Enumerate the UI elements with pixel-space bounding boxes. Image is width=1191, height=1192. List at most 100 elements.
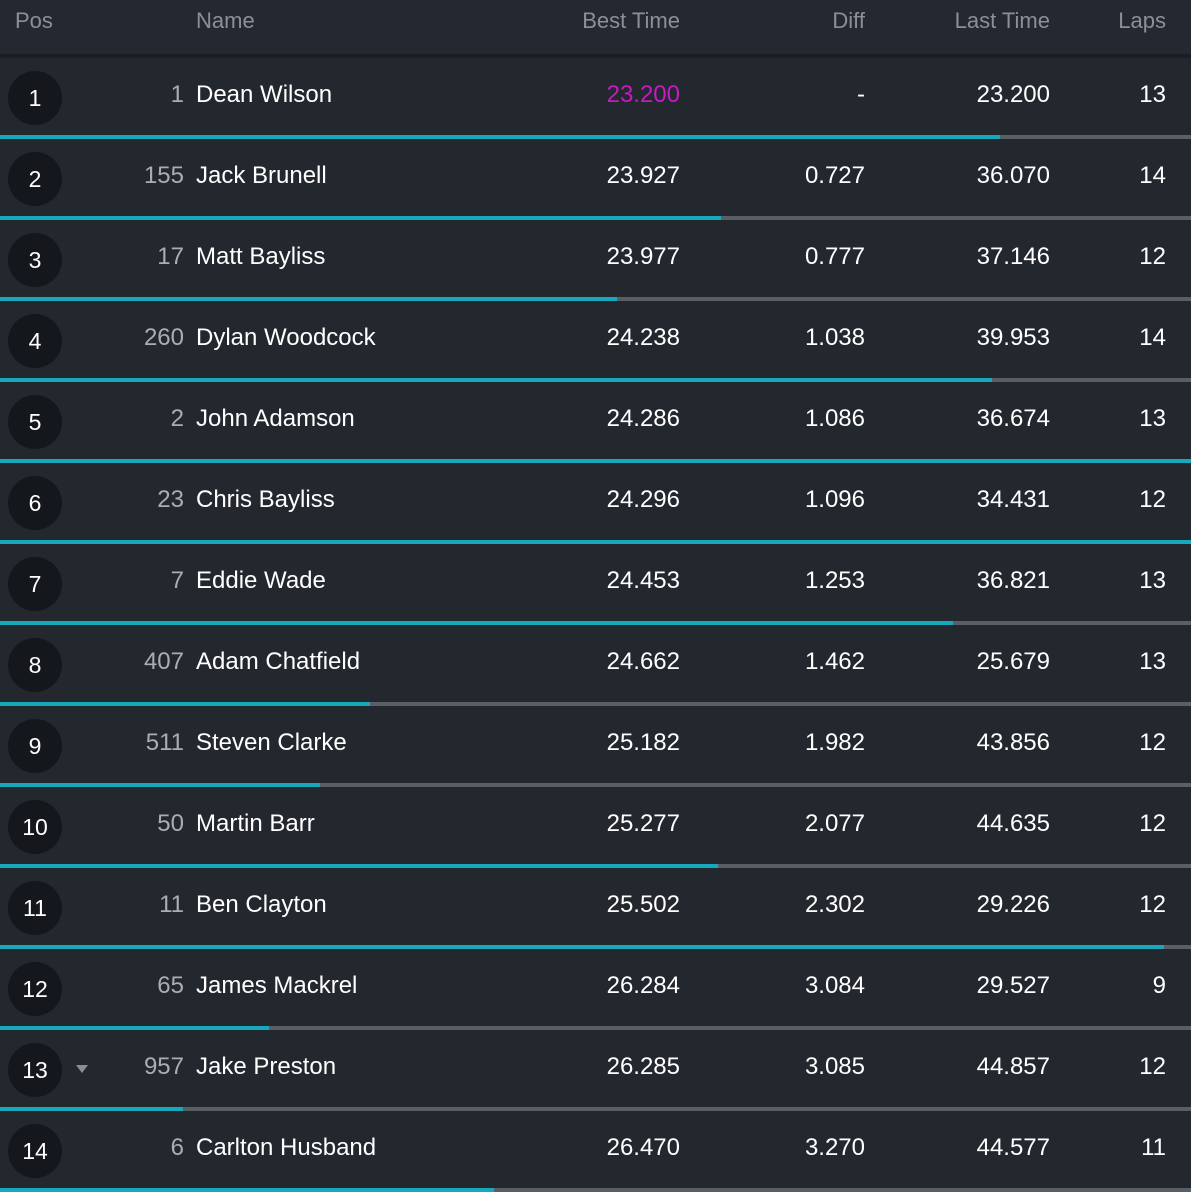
- position-badge: 8: [8, 638, 62, 692]
- position-badge: 6: [8, 476, 62, 530]
- last-time: 29.226: [976, 891, 1050, 918]
- lap-progress-bar: [0, 621, 1191, 625]
- lap-progress-bar: [0, 297, 1191, 301]
- header-last-time[interactable]: Last Time: [954, 8, 1050, 33]
- last-time: 44.577: [976, 1134, 1050, 1161]
- best-time: 26.285: [606, 1053, 680, 1080]
- best-time: 23.927: [606, 162, 680, 189]
- table-row[interactable]: 5 2 John Adamson 24.286 1.086 36.674 13: [0, 382, 1191, 463]
- lap-progress-bar: [0, 864, 1191, 868]
- laps-count: 13: [1139, 405, 1166, 432]
- header-diff[interactable]: Diff: [832, 8, 865, 33]
- lap-progress-fill: [0, 1026, 270, 1030]
- last-time: 44.635: [976, 810, 1050, 837]
- diff-time: 3.084: [804, 972, 865, 999]
- laps-count: 13: [1139, 81, 1166, 108]
- table-row[interactable]: 7 7 Eddie Wade 24.453 1.253 36.821 13: [0, 544, 1191, 625]
- diff-time: 0.727: [804, 162, 865, 189]
- kart-number: 7: [170, 567, 184, 594]
- last-time: 25.679: [976, 648, 1050, 675]
- header-name[interactable]: Name: [196, 8, 255, 33]
- position-badge: 1: [8, 71, 62, 125]
- position-badge: 7: [8, 557, 62, 611]
- lap-progress-fill: [0, 135, 1001, 139]
- header-pos[interactable]: Pos: [15, 8, 53, 33]
- last-time: 36.821: [976, 567, 1050, 594]
- lap-progress-fill: [0, 621, 953, 625]
- best-time: 23.200: [606, 81, 680, 108]
- driver-name: Jack Brunell: [196, 162, 327, 189]
- lap-progress-fill: [0, 216, 721, 220]
- driver-name: Dylan Woodcock: [196, 324, 376, 351]
- diff-time: 1.462: [804, 648, 865, 675]
- table-row[interactable]: 4 260 Dylan Woodcock 24.238 1.038 39.953 14: [0, 301, 1191, 382]
- best-time: 26.470: [606, 1134, 680, 1161]
- laps-count: 13: [1139, 567, 1166, 594]
- position-badge: 4: [8, 314, 62, 368]
- laps-count: 12: [1139, 810, 1166, 837]
- kart-number: 407: [143, 648, 184, 675]
- lap-progress-fill: [0, 1188, 495, 1192]
- diff-time: 0.777: [804, 243, 865, 270]
- best-time: 24.238: [606, 324, 680, 351]
- diff-time: 1.086: [804, 405, 865, 432]
- lap-progress-bar: [0, 135, 1191, 139]
- diff-time: 1.982: [804, 729, 865, 756]
- diff-time: 2.077: [804, 810, 865, 837]
- position-badge: 11: [8, 881, 62, 935]
- lap-progress-bar: [0, 459, 1191, 463]
- lap-progress-fill: [0, 864, 719, 868]
- table-row[interactable]: 13 957 Jake Preston 26.285 3.085 44.857 12: [0, 1030, 1191, 1111]
- kart-number: 50: [157, 810, 184, 837]
- table-row[interactable]: 11 11 Ben Clayton 25.502 2.302 29.226 12: [0, 868, 1191, 949]
- table-row[interactable]: 10 50 Martin Barr 25.277 2.077 44.635 12: [0, 787, 1191, 868]
- last-time: 34.431: [976, 486, 1050, 513]
- table-row[interactable]: 14 6 Carlton Husband 26.470 3.270 44.577 11: [0, 1111, 1191, 1192]
- diff-time: -: [857, 81, 865, 108]
- position-badge: 13: [8, 1043, 62, 1097]
- position-badge: 5: [8, 395, 62, 449]
- laps-count: 12: [1139, 729, 1166, 756]
- last-time: 23.200: [976, 81, 1050, 108]
- lap-progress-bar: [0, 540, 1191, 544]
- header-best-time[interactable]: Best Time: [582, 8, 680, 33]
- best-time: 24.286: [606, 405, 680, 432]
- last-time: 29.527: [976, 972, 1050, 999]
- table-row[interactable]: 8 407 Adam Chatfield 24.662 1.462 25.679 13: [0, 625, 1191, 706]
- lap-progress-fill: [0, 297, 617, 301]
- best-time: 25.277: [606, 810, 680, 837]
- table-row[interactable]: 12 65 James Mackrel 26.284 3.084 29.527 9: [0, 949, 1191, 1030]
- kart-number: 957: [143, 1053, 184, 1080]
- kart-number: 6: [170, 1134, 184, 1161]
- table-row[interactable]: 1 1 Dean Wilson 23.200 - 23.200 13: [0, 58, 1191, 139]
- best-time: 24.296: [606, 486, 680, 513]
- table-row[interactable]: 6 23 Chris Bayliss 24.296 1.096 34.431 12: [0, 463, 1191, 544]
- last-time: 39.953: [976, 324, 1050, 351]
- driver-name: Ben Clayton: [196, 891, 327, 918]
- diff-time: 2.302: [804, 891, 865, 918]
- driver-name: Chris Bayliss: [196, 486, 335, 513]
- last-time: 36.070: [976, 162, 1050, 189]
- lap-progress-bar: [0, 783, 1191, 787]
- diff-time: 3.085: [804, 1053, 865, 1080]
- kart-number: 11: [159, 891, 184, 918]
- position-badge: 2: [8, 152, 62, 206]
- laps-count: 11: [1141, 1134, 1166, 1161]
- table-row[interactable]: 3 17 Matt Bayliss 23.977 0.777 37.146 12: [0, 220, 1191, 301]
- table-row[interactable]: 2 155 Jack Brunell 23.927 0.727 36.070 14: [0, 139, 1191, 220]
- table-row[interactable]: 9 511 Steven Clarke 25.182 1.982 43.856 12: [0, 706, 1191, 787]
- kart-number: 17: [157, 243, 184, 270]
- last-time: 44.857: [976, 1053, 1050, 1080]
- header-laps[interactable]: Laps: [1118, 8, 1166, 33]
- best-time: 24.453: [606, 567, 680, 594]
- laps-count: 9: [1152, 972, 1166, 999]
- driver-name: Matt Bayliss: [196, 243, 326, 270]
- best-time: 23.977: [606, 243, 680, 270]
- lap-progress-bar: [0, 378, 1191, 382]
- kart-number: 2: [170, 405, 184, 432]
- position-badge: 12: [8, 962, 62, 1016]
- position-badge: 14: [8, 1124, 62, 1178]
- laps-count: 12: [1139, 891, 1166, 918]
- driver-name: Eddie Wade: [196, 567, 326, 594]
- diff-time: 3.270: [804, 1134, 865, 1161]
